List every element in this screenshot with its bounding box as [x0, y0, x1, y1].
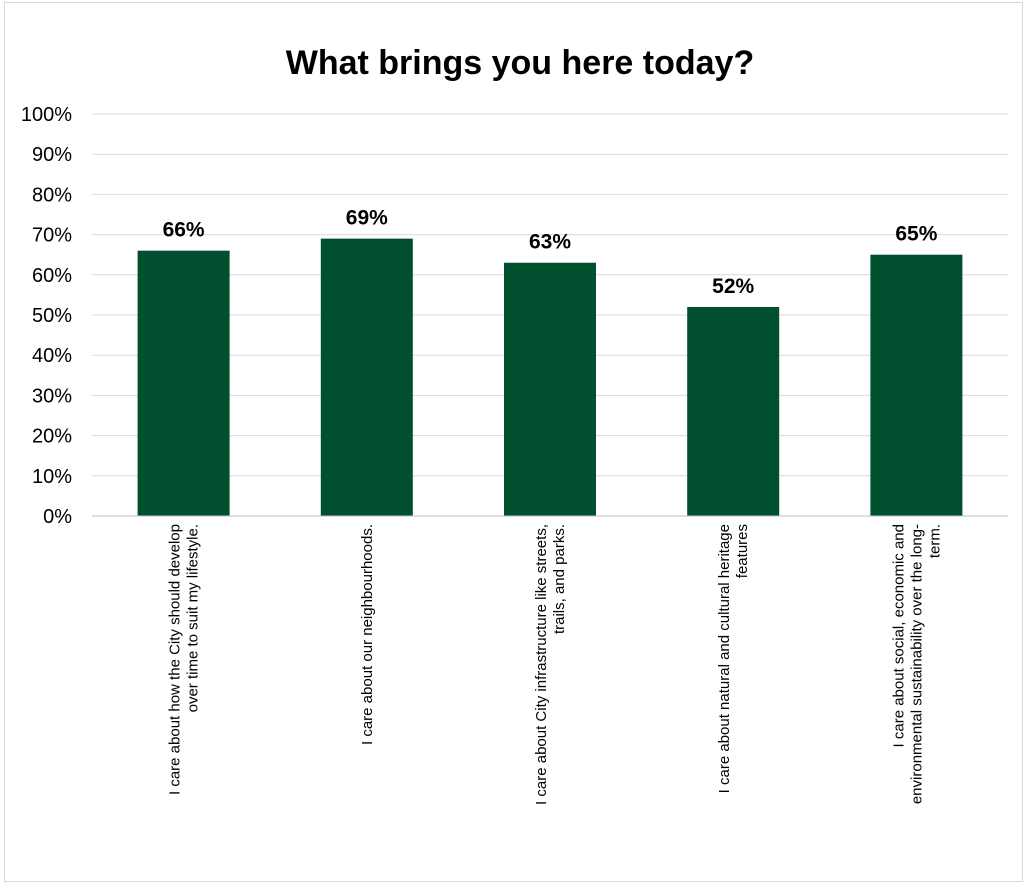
- y-axis-ticks: 0% 10% 20% 30% 40% 50% 60% 70% 80% 90% 100%: [21, 104, 72, 528]
- x-tick-label-line: I care about natural and cultural herita…: [716, 524, 733, 793]
- y-tick-label: 60%: [32, 265, 72, 287]
- x-tick-label: I care about how the City should develop…: [167, 524, 202, 795]
- y-tick-label: 20%: [32, 426, 72, 448]
- bar: [321, 239, 413, 516]
- x-tick-label-line: over time to suit my lifestyle.: [185, 524, 202, 712]
- y-tick-label: 70%: [32, 225, 72, 247]
- bar: [687, 307, 779, 516]
- y-tick-label: 40%: [32, 345, 72, 367]
- chart-title: What brings you here today?: [286, 44, 754, 82]
- x-tick-label: I care about natural and cultural herita…: [716, 524, 751, 793]
- x-tick-label: I care about social, economic and environ…: [890, 524, 943, 804]
- x-tick-label-line: environmental sustainability over the lo…: [908, 524, 925, 804]
- x-tick-label: I care about our neighbourhoods.: [359, 524, 376, 745]
- x-tick-label-line: I care about our neighbourhoods.: [359, 524, 376, 745]
- x-tick-label: I care about City infrastructure like st…: [533, 524, 568, 805]
- data-label: 63%: [529, 231, 571, 254]
- x-tick-label-line: I care about social, economic and: [890, 524, 907, 747]
- y-tick-label: 0%: [43, 506, 72, 528]
- bars: [138, 239, 963, 516]
- data-label: 52%: [712, 275, 754, 298]
- y-tick-label: 30%: [32, 385, 72, 407]
- data-label: 69%: [346, 207, 388, 230]
- bar: [504, 263, 596, 516]
- bar: [138, 251, 230, 516]
- data-label: 66%: [163, 219, 205, 242]
- data-label: 65%: [895, 223, 937, 246]
- x-tick-label-line: trails, and parks.: [551, 524, 568, 634]
- y-tick-label: 100%: [21, 104, 72, 126]
- y-tick-label: 10%: [32, 466, 72, 488]
- x-tick-label-line: term.: [926, 524, 943, 558]
- x-tick-label-line: features: [734, 524, 751, 578]
- bar: [870, 255, 962, 516]
- x-tick-label-line: I care about City infrastructure like st…: [533, 524, 550, 805]
- y-tick-label: 50%: [32, 305, 72, 327]
- y-tick-label: 90%: [32, 144, 72, 166]
- x-axis-labels: I care about how the City should develop…: [167, 524, 944, 805]
- y-tick-label: 80%: [32, 184, 72, 206]
- x-tick-label-line: I care about how the City should develop: [167, 524, 184, 795]
